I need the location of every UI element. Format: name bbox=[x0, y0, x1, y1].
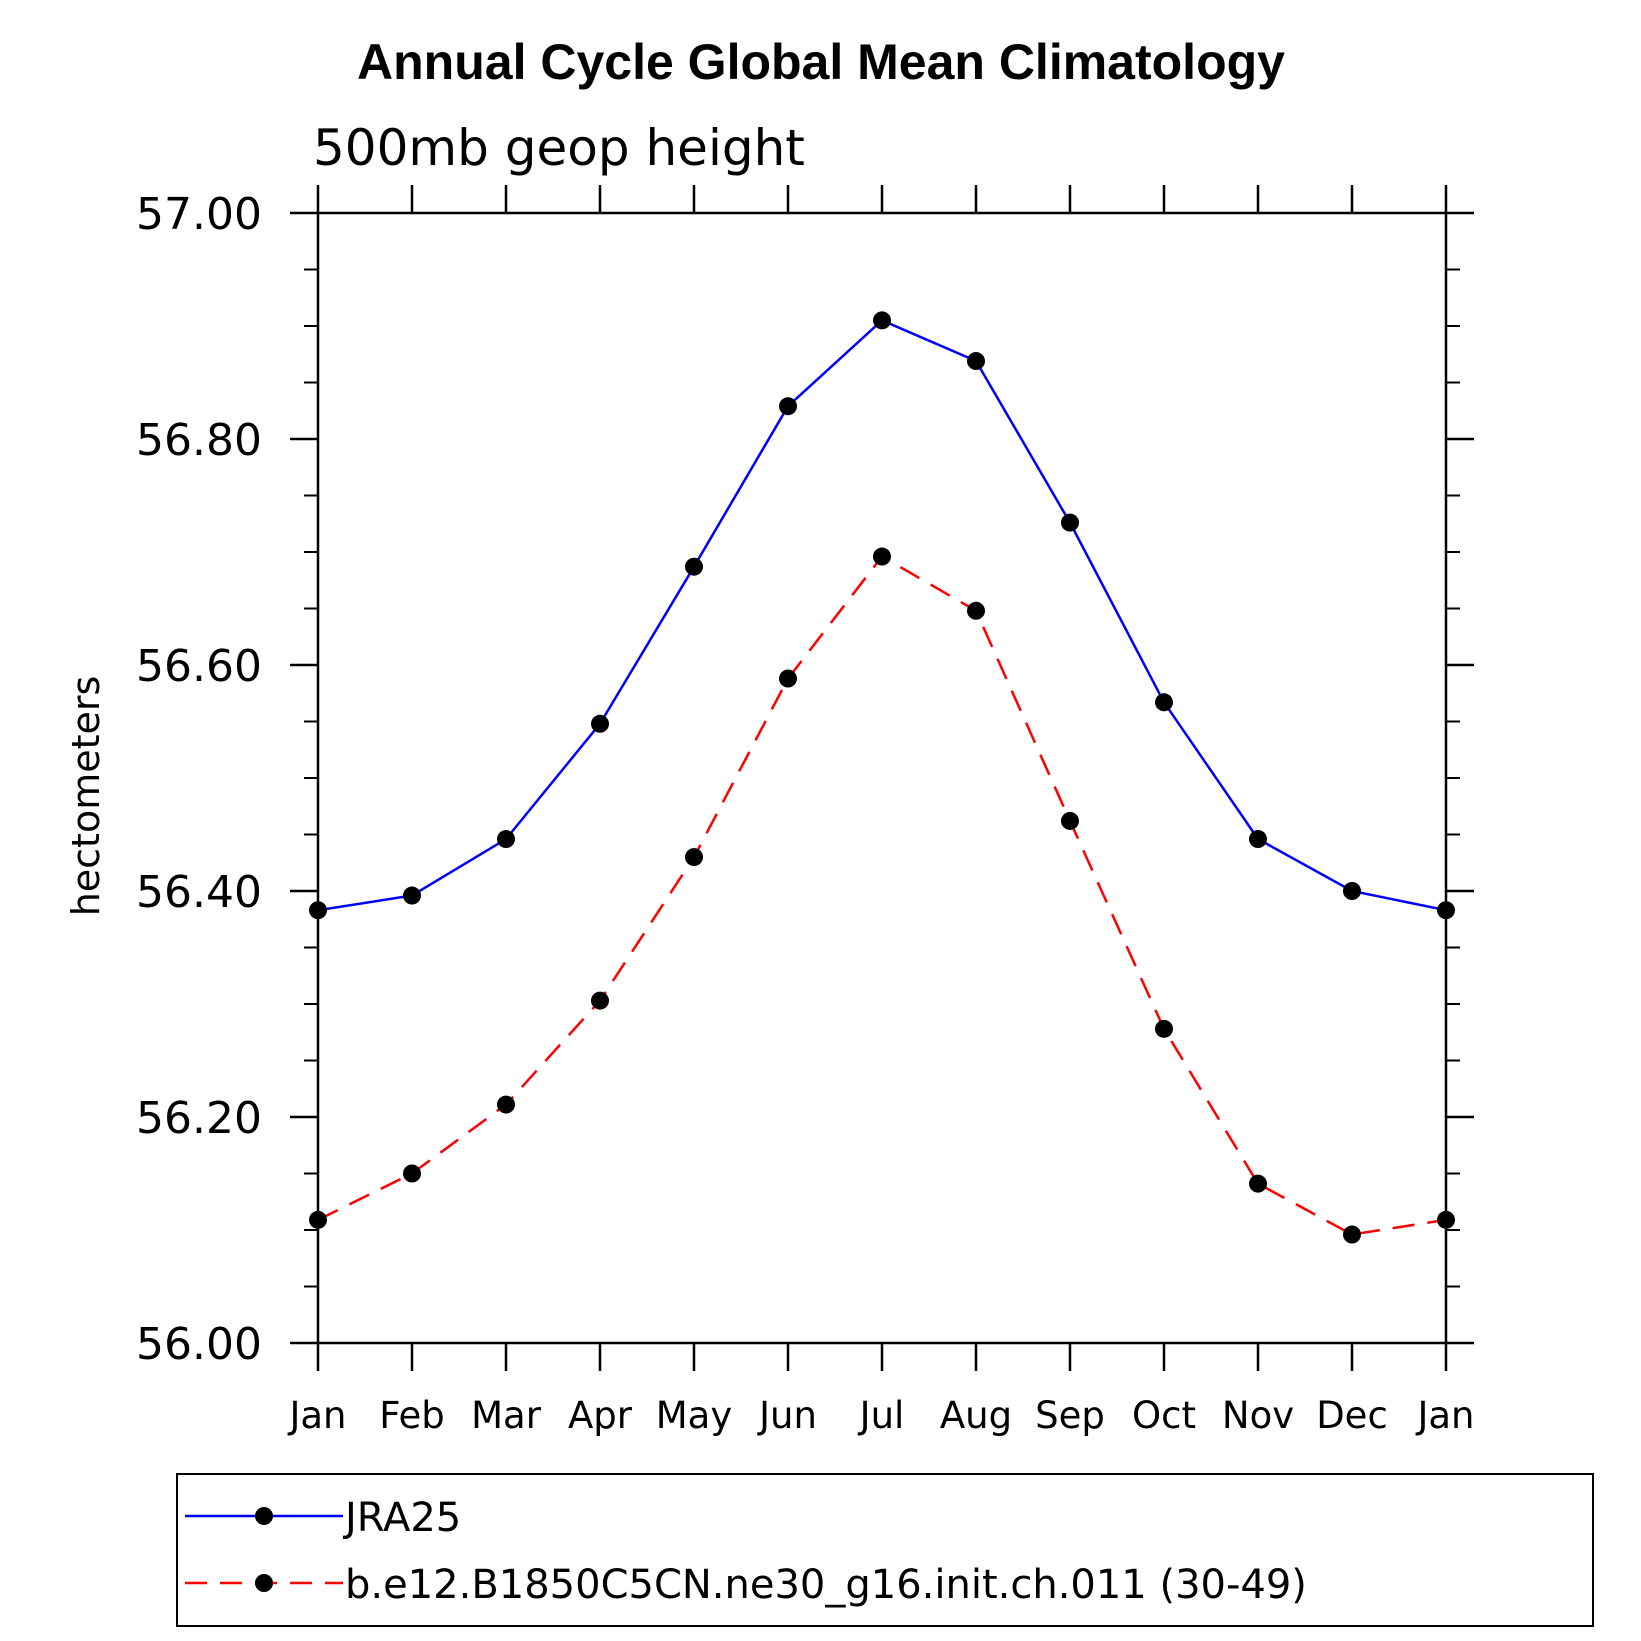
series-2-point bbox=[309, 1210, 327, 1229]
series-2-point bbox=[967, 601, 985, 620]
series-1-point bbox=[591, 714, 609, 733]
x-tick-label: Jul bbox=[858, 1394, 905, 1437]
x-tick-label: Oct bbox=[1132, 1394, 1196, 1437]
series-2-point bbox=[591, 991, 609, 1010]
legend-label-2: b.e12.B1850C5CN.ne30_g16.init.ch.011 (30… bbox=[345, 1562, 1307, 1608]
y-tick-label: 56.80 bbox=[136, 415, 262, 466]
legend-marker-1 bbox=[255, 1507, 273, 1525]
series-1-point bbox=[1437, 901, 1455, 920]
x-tick-label: Apr bbox=[568, 1394, 633, 1437]
chart-title: Annual Cycle Global Mean Climatology bbox=[357, 34, 1285, 90]
series-1-point bbox=[779, 397, 797, 416]
x-tick-label: May bbox=[656, 1394, 733, 1437]
y-tick-label: 56.40 bbox=[136, 867, 262, 918]
series-1-point bbox=[967, 352, 985, 371]
x-tick-label: Mar bbox=[471, 1394, 542, 1437]
legend-label-1: JRA25 bbox=[342, 1495, 461, 1541]
series-1-point bbox=[497, 830, 515, 849]
x-tick-label: Feb bbox=[379, 1394, 445, 1437]
x-tick-label: Jun bbox=[757, 1394, 817, 1437]
y-tick-label: 56.60 bbox=[136, 641, 262, 692]
axes: 56.00 56.20 56.40 56.60 56.80 57.00 Jan Feb Mar A… bbox=[136, 185, 1475, 1437]
y-axis-label: hectometers bbox=[64, 676, 108, 917]
x-tick-label: Jan bbox=[1415, 1394, 1474, 1437]
chart-subtitle: 500mb geop height bbox=[313, 119, 805, 177]
series-1-point bbox=[873, 311, 891, 330]
series-2-point bbox=[779, 669, 797, 688]
series-2-point bbox=[1437, 1210, 1455, 1229]
x-tick-label: Jan bbox=[287, 1394, 346, 1437]
series-2-point bbox=[1249, 1174, 1267, 1193]
legend-box bbox=[176, 1473, 1594, 1627]
series-2-point bbox=[1343, 1225, 1361, 1244]
plot-frame bbox=[316, 211, 1448, 1345]
series-2-point bbox=[685, 848, 703, 867]
series-1-point bbox=[1061, 513, 1079, 532]
series-1-point bbox=[1343, 882, 1361, 900]
series-1-point bbox=[309, 901, 327, 920]
series-1-point bbox=[1249, 830, 1267, 849]
y-tick-label: 57.00 bbox=[136, 189, 262, 240]
y-tick-label: 56.20 bbox=[136, 1093, 262, 1144]
series-2-point bbox=[873, 547, 891, 566]
series-1-point bbox=[403, 886, 421, 905]
series-2-point bbox=[1061, 811, 1079, 830]
legend-marker-2 bbox=[255, 1574, 273, 1592]
legend: JRA25 b.e12.B1850C5CN.ne30_g16.init.ch.01… bbox=[176, 1473, 1594, 1627]
series-2-point bbox=[497, 1095, 515, 1114]
x-tick-label: Nov bbox=[1222, 1394, 1294, 1437]
series-line-2 bbox=[317, 554, 1447, 1236]
series-line-1 bbox=[317, 318, 1447, 912]
series-2-point bbox=[403, 1164, 421, 1183]
plot-series bbox=[309, 311, 1455, 1244]
y-tick-label: 56.00 bbox=[136, 1319, 262, 1370]
series-2-point bbox=[1155, 1019, 1173, 1038]
x-tick-label: Aug bbox=[940, 1394, 1012, 1437]
series-1-point bbox=[685, 557, 703, 576]
x-tick-label: Sep bbox=[1035, 1394, 1105, 1437]
x-tick-label: Dec bbox=[1316, 1394, 1388, 1437]
series-1-point bbox=[1155, 693, 1173, 712]
